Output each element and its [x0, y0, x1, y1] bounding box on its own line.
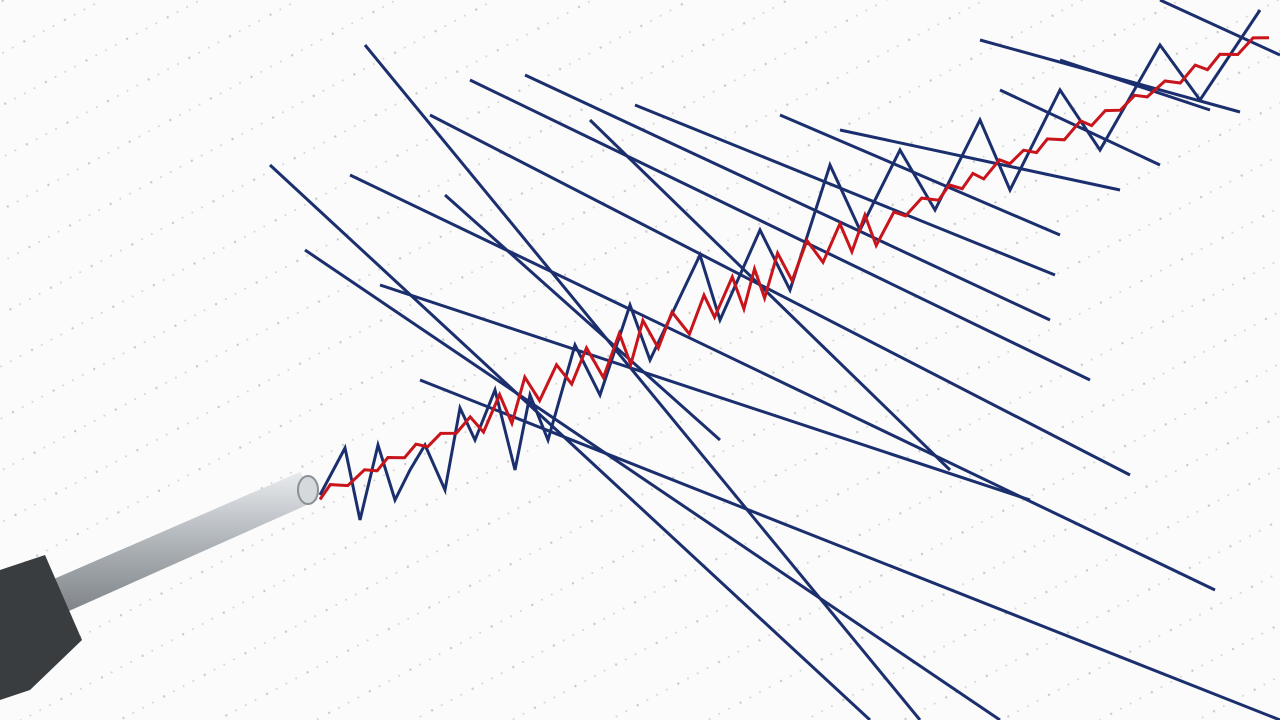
pen-tip — [298, 476, 318, 504]
seismograph-image — [0, 0, 1280, 720]
